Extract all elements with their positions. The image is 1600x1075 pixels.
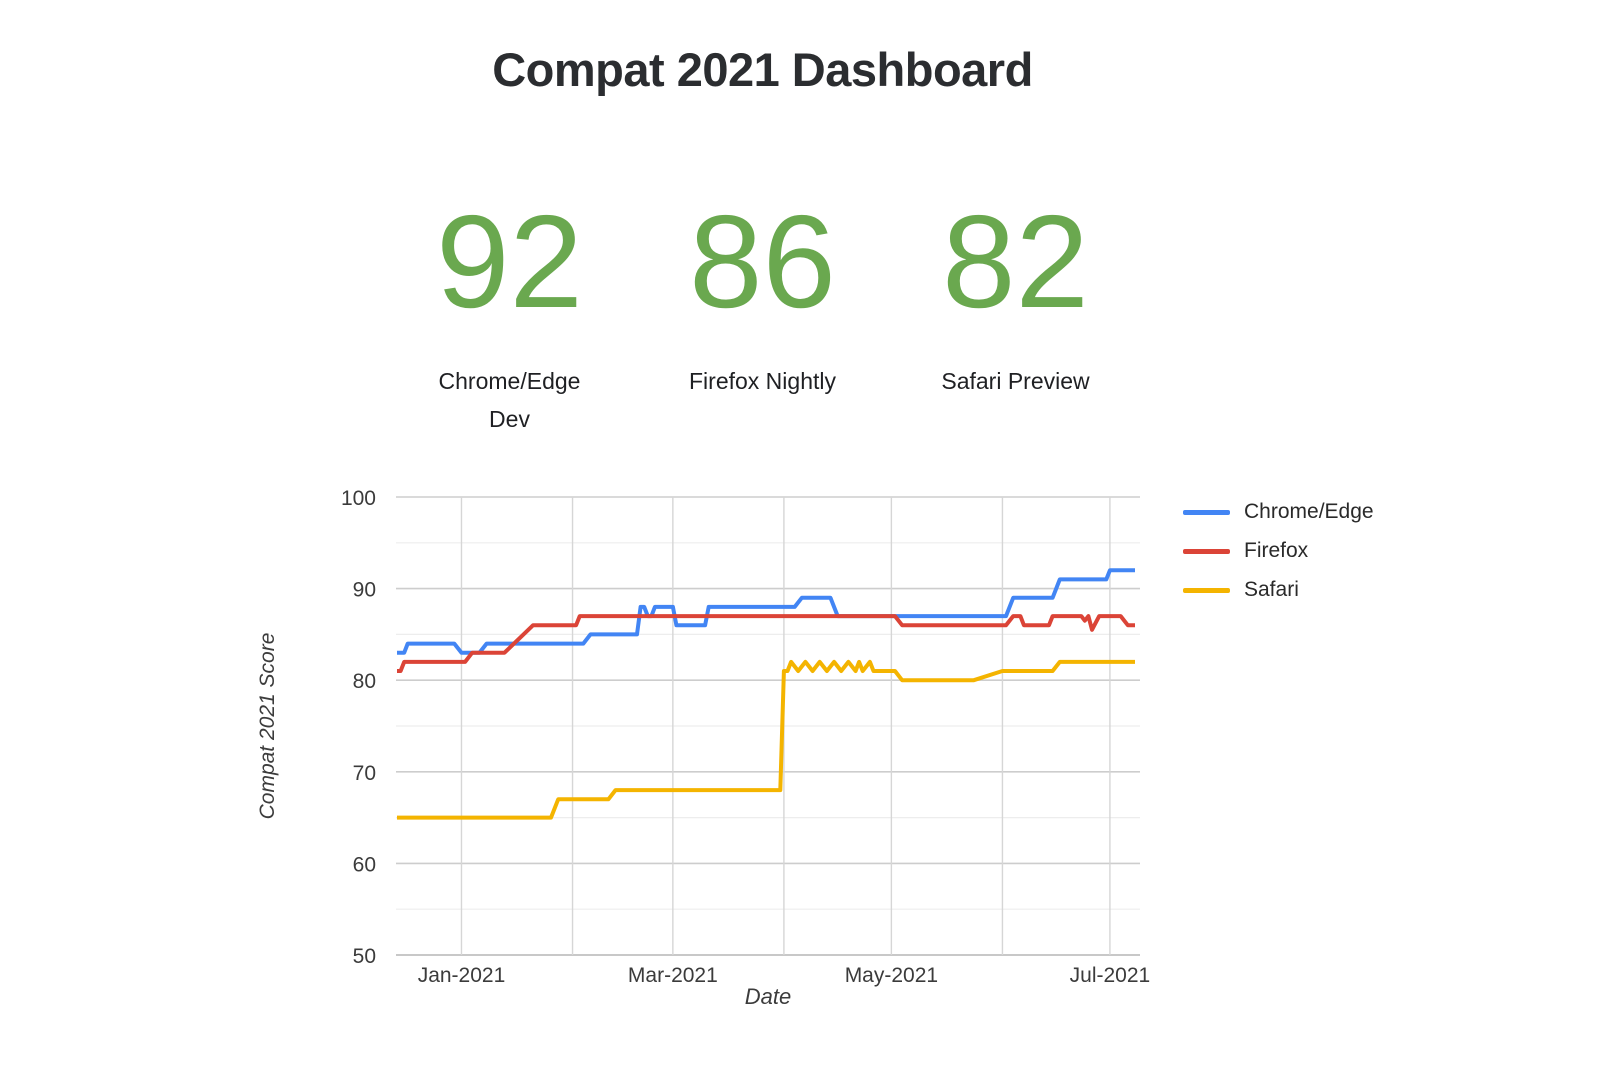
y-tick-90: 90	[353, 579, 376, 602]
chrome-edge-line-swatch	[1183, 510, 1230, 515]
score-value-chrome-edge-dev: 92	[436, 188, 583, 335]
series-line-chrome-edge	[397, 568, 1135, 655]
scoreboard: 92 Chrome/Edge Dev 86 Firefox Nightly 82…	[0, 196, 1525, 438]
x-axis-title: Date	[744, 984, 792, 1009]
x-tick-may-2021: May-2021	[845, 964, 938, 987]
legend-label-firefox: Firefox	[1244, 539, 1309, 562]
legend-item-chrome-edge: Chrome/Edge	[1183, 496, 1374, 528]
y-tick-60: 60	[353, 853, 376, 876]
scorecard-safari-preview: 82 Safari Preview	[913, 196, 1118, 438]
scorecard-chrome-edge-dev: 92 Chrome/Edge Dev	[407, 196, 612, 438]
legend-label-safari: Safari	[1244, 578, 1299, 601]
score-label-safari-preview: Safari Preview	[941, 368, 1090, 394]
legend-item-firefox: Firefox	[1183, 535, 1344, 567]
scorecard-firefox-nightly: 86 Firefox Nightly	[660, 196, 865, 438]
legend-label-chrome-edge: Chrome/Edge	[1244, 500, 1374, 523]
series-line-firefox	[397, 614, 1135, 673]
y-tick-100: 100	[341, 487, 376, 510]
y-tick-50: 50	[353, 945, 376, 968]
page-title: Compat 2021 Dashboard	[492, 43, 1033, 96]
y-tick-70: 70	[353, 762, 376, 785]
score-label-chrome-edge-dev: Chrome/Edge Dev	[438, 368, 581, 432]
firefox-line-swatch	[1183, 549, 1230, 554]
chart-legend: Chrome/Edge Firefox Safari	[1183, 496, 1374, 606]
score-value-safari-preview: 82	[942, 188, 1089, 335]
x-tick-jul-2021: Jul-2021	[1070, 964, 1151, 987]
safari-line-swatch	[1183, 588, 1230, 593]
score-label-firefox-nightly: Firefox Nightly	[689, 368, 836, 394]
y-axis-title: Compat 2021 Score	[256, 632, 279, 820]
x-tick-mar-2021: Mar-2021	[628, 964, 718, 987]
x-tick-jan-2021: Jan-2021	[418, 964, 506, 987]
y-tick-80: 80	[353, 670, 376, 693]
score-value-firefox-nightly: 86	[689, 188, 836, 335]
legend-item-safari: Safari	[1183, 574, 1344, 606]
series-line-safari	[397, 659, 1135, 820]
